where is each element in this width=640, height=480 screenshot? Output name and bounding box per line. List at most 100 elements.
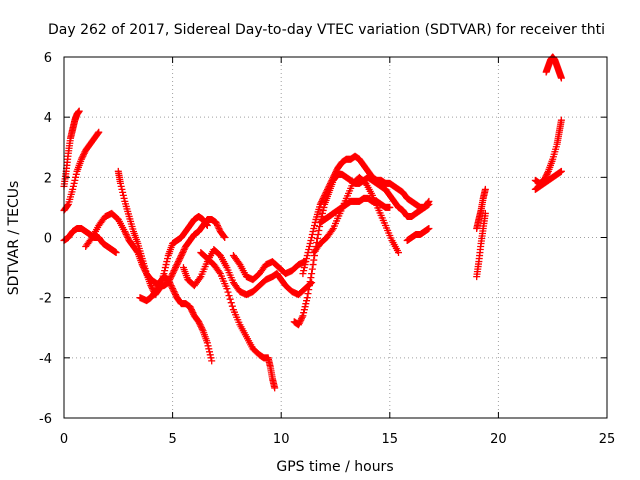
data-point	[321, 191, 329, 199]
data-point	[198, 324, 206, 332]
data-point	[305, 286, 313, 294]
data-point	[299, 312, 307, 320]
data-point	[318, 196, 326, 204]
data-point	[176, 255, 184, 263]
data-point	[169, 286, 177, 294]
data-point	[220, 232, 228, 240]
data-point	[425, 197, 433, 205]
data-point	[213, 220, 221, 228]
data-point	[120, 194, 128, 202]
data-point	[206, 351, 214, 359]
data-point	[195, 318, 203, 326]
data-point	[203, 220, 211, 228]
data-point	[180, 246, 188, 254]
data-point	[195, 319, 203, 327]
data-point	[309, 261, 317, 269]
data-point	[308, 230, 316, 238]
data-point	[214, 223, 222, 231]
data-point	[198, 325, 206, 333]
x-tick-label: 0	[60, 432, 68, 447]
data-point	[297, 316, 305, 324]
data-point	[153, 283, 161, 291]
data-point	[311, 221, 319, 229]
x-tick-label: 20	[490, 432, 507, 447]
data-point	[161, 264, 169, 272]
data-point	[77, 155, 85, 163]
data-point	[152, 286, 160, 294]
data-point	[64, 201, 72, 209]
data-point	[424, 198, 432, 206]
data-point	[196, 321, 204, 329]
data-point	[87, 235, 95, 243]
axis-ticks	[63, 56, 608, 419]
data-point	[315, 226, 323, 234]
data-track-6	[136, 273, 216, 365]
y-tick-label: 6	[44, 51, 52, 66]
data-point	[122, 230, 130, 238]
data-point	[78, 154, 86, 162]
data-point	[228, 302, 236, 310]
data-point	[481, 185, 489, 193]
y-tick-label: 4	[44, 111, 52, 126]
data-point	[206, 348, 214, 356]
data-point	[69, 182, 77, 190]
data-point	[112, 249, 120, 257]
data-point	[325, 182, 333, 190]
data-point	[327, 178, 335, 186]
data-point	[197, 322, 205, 330]
data-point	[189, 309, 197, 317]
data-point	[175, 256, 183, 264]
data-point	[187, 306, 195, 314]
data-point	[308, 234, 316, 241]
data-point	[305, 243, 313, 251]
data-point	[117, 182, 125, 190]
data-point	[326, 181, 334, 189]
data-point	[188, 307, 196, 315]
data-point	[310, 256, 318, 264]
data-point	[307, 237, 315, 245]
data-point	[177, 253, 185, 261]
data-point	[153, 285, 161, 293]
data-point	[121, 227, 129, 235]
data-point	[331, 170, 339, 178]
data-point	[329, 175, 337, 183]
data-track-8	[197, 249, 279, 392]
data-point	[295, 321, 303, 329]
data-point	[124, 234, 132, 241]
data-point	[300, 267, 308, 275]
data-point	[212, 218, 220, 226]
data-point	[330, 172, 338, 180]
data-point	[322, 188, 330, 196]
data-point	[323, 187, 331, 195]
y-tick-label: -4	[39, 352, 52, 367]
data-point	[168, 283, 176, 291]
data-point	[207, 354, 215, 362]
data-point	[296, 318, 304, 326]
data-point	[541, 175, 549, 183]
grid	[64, 57, 607, 418]
data-point	[170, 267, 178, 275]
data-point	[308, 270, 316, 278]
data-point	[303, 252, 311, 260]
data-point	[308, 265, 316, 273]
data-point	[123, 232, 131, 240]
data-point	[164, 255, 172, 263]
x-tick-label: 15	[382, 432, 399, 447]
data-track-3	[60, 224, 120, 257]
data-point	[224, 288, 232, 296]
data-point	[169, 285, 177, 293]
data-point	[171, 291, 179, 299]
data-point	[178, 250, 186, 258]
data-point	[72, 170, 80, 178]
data-point	[215, 268, 223, 276]
data-point	[541, 173, 549, 181]
data-point	[306, 278, 314, 286]
data-point	[196, 274, 204, 282]
data-point	[147, 282, 155, 290]
data-point	[227, 299, 235, 307]
data-point	[318, 197, 326, 205]
data-point	[179, 247, 187, 255]
data-point	[543, 170, 551, 178]
data-point	[172, 262, 180, 270]
